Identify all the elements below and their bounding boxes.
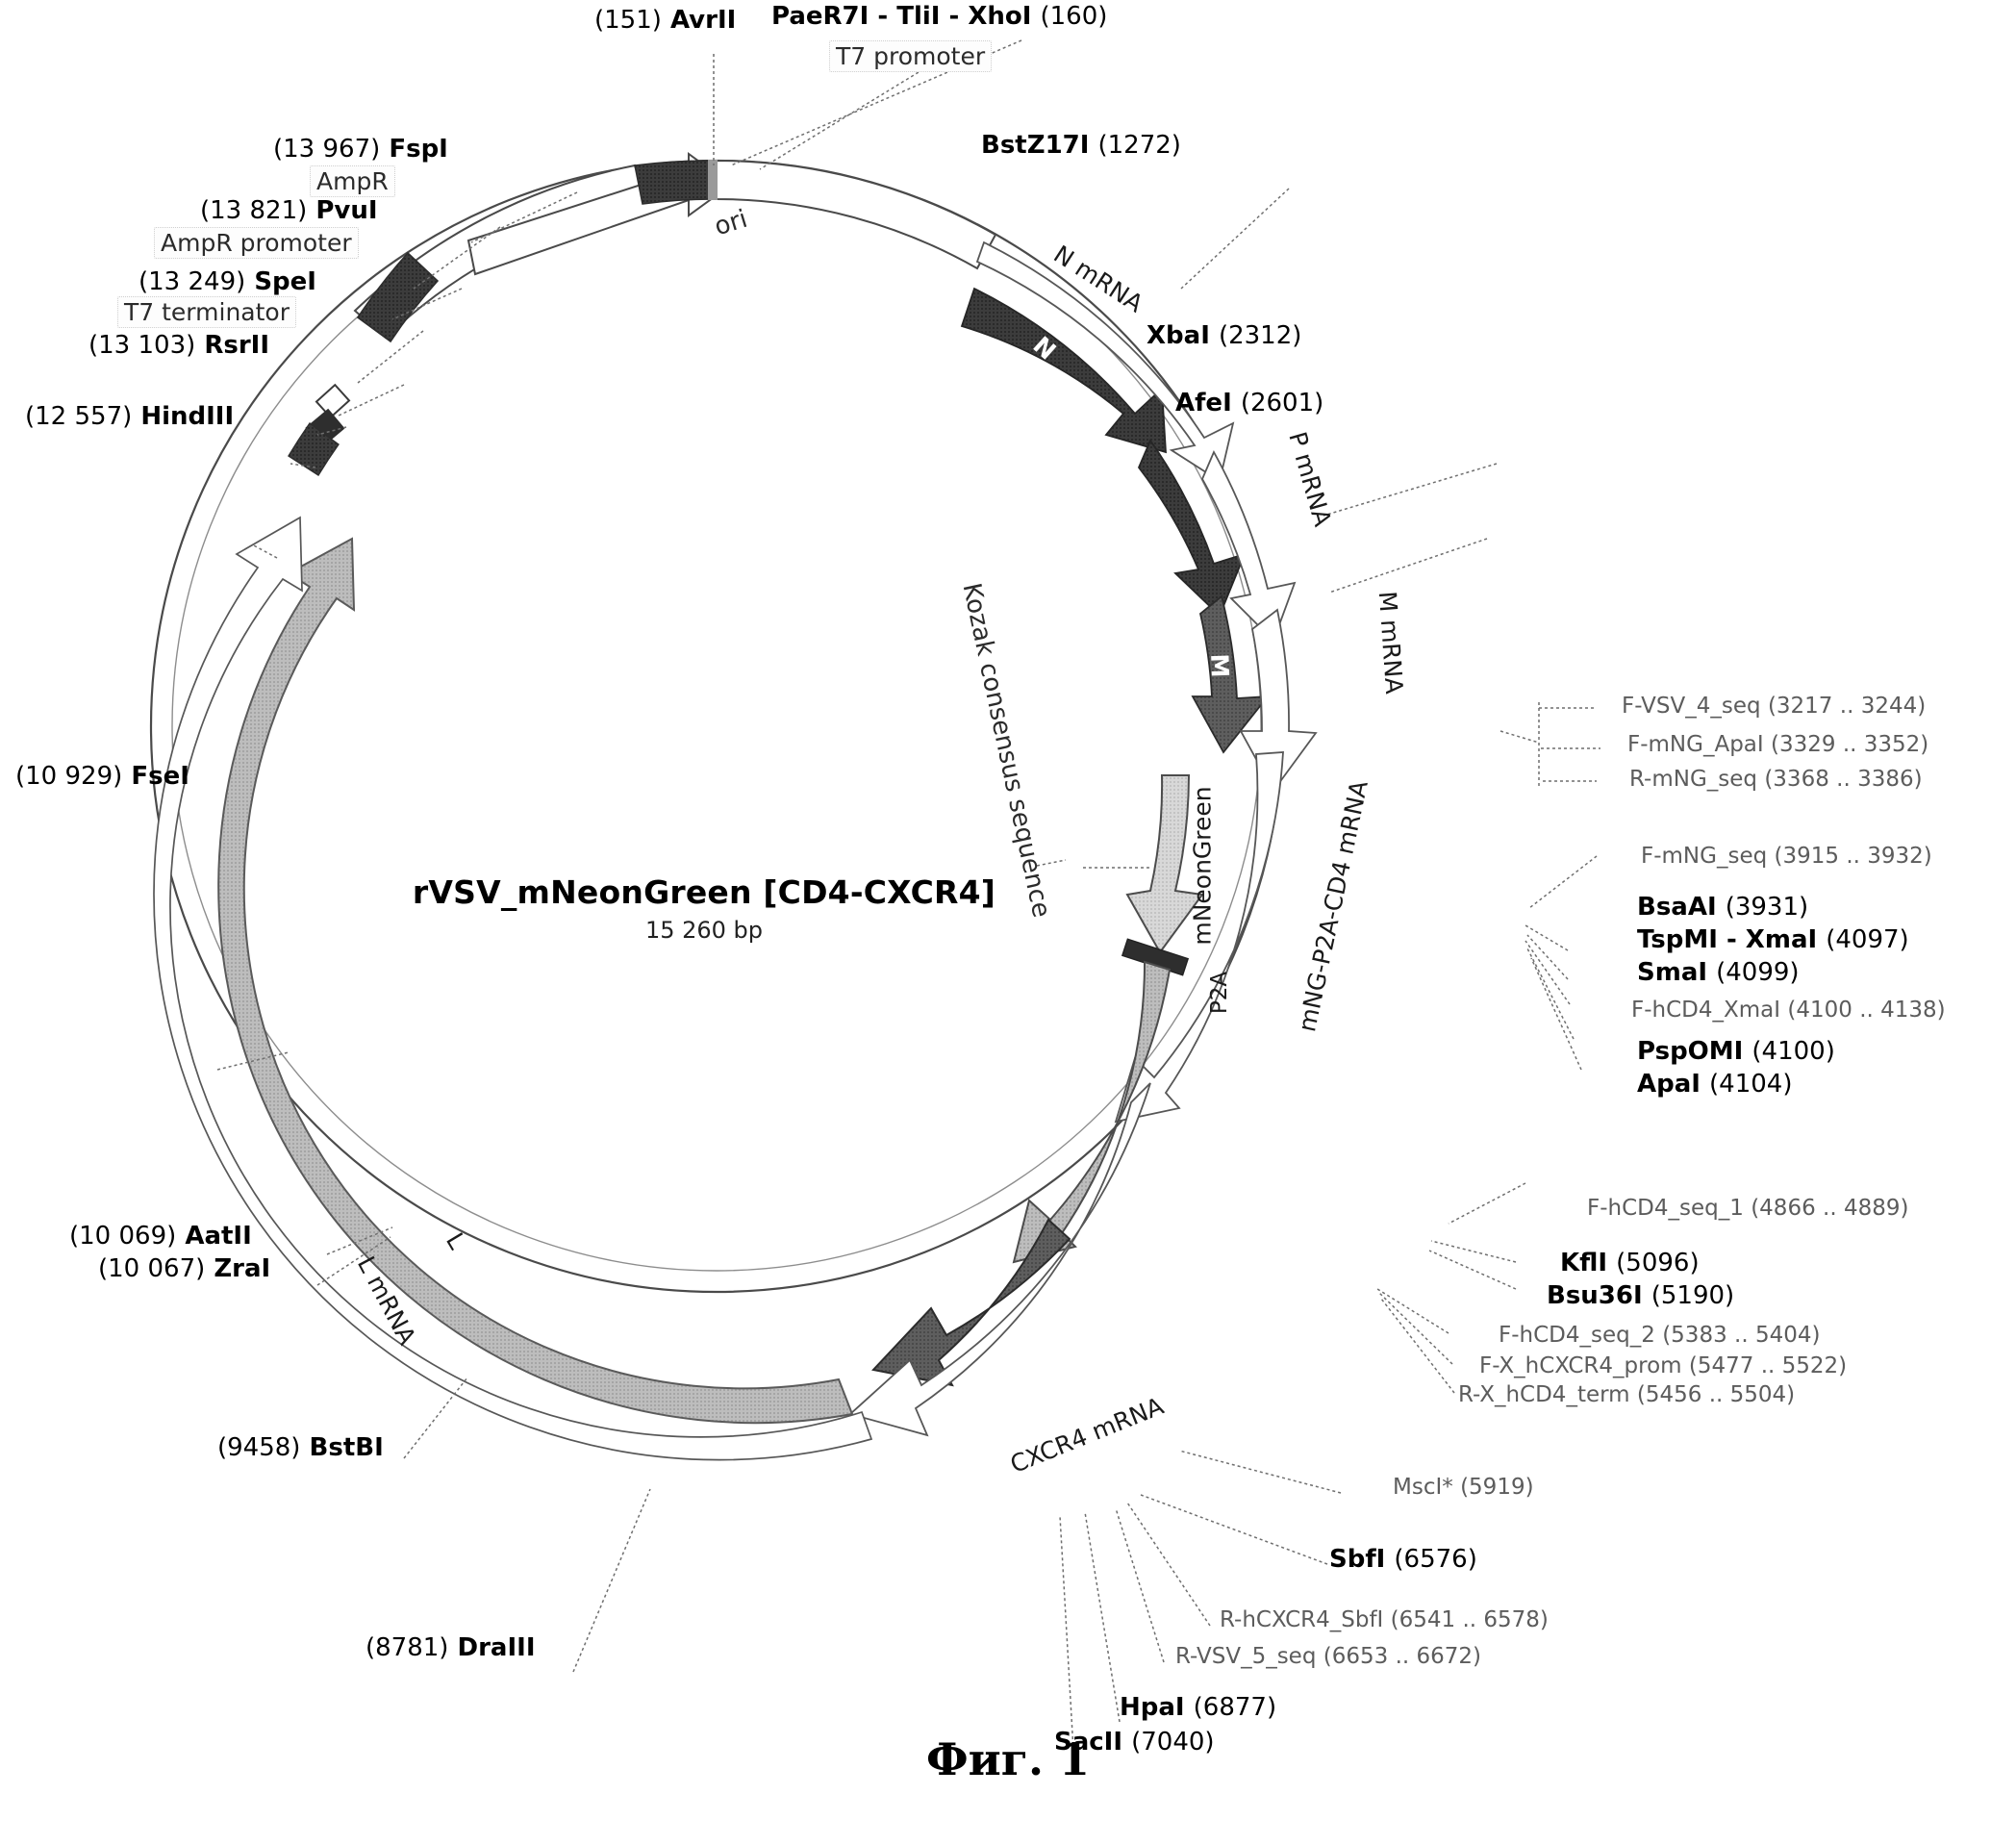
arc-label-P2A: P2A [1207,972,1232,1014]
label-FseI: (10 929) FseI [15,764,189,791]
label-TspMI-XmaI: TspMI - XmaI (4097) [1637,927,1909,954]
plasmid-center-title: rVSV_mNeonGreen [CD4-CXCR4] 15 260 bp [367,873,1041,944]
label-PaeR7I-TliI-XhoI: PaeR7I - TliI - XhoI (160) [771,4,1107,31]
primer-F-mNG_ApaI: F-mNG_ApaI (3329 .. 3352) [1627,733,1928,756]
plasmid-name: rVSV_mNeonGreen [CD4-CXCR4] [367,873,1041,911]
primer-R-VSV_5_seq: R-VSV_5_seq (6653 .. 6672) [1175,1645,1481,1668]
label-ApaI: ApaI (4104) [1637,1072,1792,1099]
feature-AmpR-promoter: AmpR promoter [154,231,359,257]
label-FspI: (13 967) FspI [273,137,448,164]
feature-AmpR: AmpR [310,169,395,195]
feature-T7-promoter: T7 promoter [829,44,992,70]
gene-N [962,242,1300,756]
label-SmaI: SmaI (4099) [1637,960,1800,987]
label-AfeI: AfeI (2601) [1175,391,1323,417]
label-BstBI: (9458) BstBI [217,1435,384,1462]
label-AatII: (10 069) AatII [69,1224,252,1251]
plasmid-map-figure: (151) AvrII PaeR7I - TliI - XhoI (160) T… [0,0,2016,1845]
label-HpaI: HpaI (6877) [1120,1695,1276,1722]
label-KflI: KflI (5096) [1560,1251,1700,1277]
label-XbaI: XbaI (2312) [1147,323,1301,350]
label-MscI: MscI* (5919) [1393,1476,1534,1499]
primer-R-X_hCD4_term: R-X_hCD4_term (5456 .. 5504) [1458,1383,1795,1406]
label-PvuI: (13 821) PvuI [200,198,378,225]
label-RsrII: (13 103) RsrII [88,333,269,360]
label-BstZ17I: BstZ17I (1272) [981,133,1181,160]
label-PspOMI: PspOMI (4100) [1637,1039,1835,1066]
primer-R-hCXCR4_SbfI: R-hCXCR4_SbfI (6541 .. 6578) [1220,1608,1549,1631]
label-AvrII: (151) AvrII [594,8,736,35]
primer-F-hCD4_seq_2: F-hCD4_seq_2 (5383 .. 5404) [1499,1324,1820,1347]
primer-F-hCD4_seq_1: F-hCD4_seq_1 (4866 .. 4889) [1587,1197,1908,1220]
label-SpeI: (13 249) SpeI [139,269,316,296]
label-DraIII: (8781) DraIII [365,1635,536,1662]
arc-label-mNeonGreen: mNeonGreen [1189,786,1217,945]
gene-L [154,518,871,1460]
label-SbfI: SbfI (6576) [1329,1547,1477,1574]
figure-caption: Фиг. 1 [0,1733,2016,1785]
label-Bsu36I: Bsu36I (5190) [1547,1283,1734,1310]
feature-T7-terminator: T7 terminator [117,300,296,326]
label-ZraI: (10 067) ZraI [98,1256,270,1283]
primer-F-mNG_seq: F-mNG_seq (3915 .. 3932) [1641,845,1932,868]
plasmid-size: 15 260 bp [367,917,1041,944]
primer-F-hCD4_XmaI: F-hCD4_XmaI (4100 .. 4138) [1631,998,1946,1022]
arc-label-M: M [1205,653,1234,678]
label-HindIII: (12 557) HindIII [25,404,234,431]
label-BsaAI: BsaAI (3931) [1637,895,1808,922]
primer-F-X_hCXCR4_prom: F-X_hCXCR4_prom (5477 .. 5522) [1479,1354,1847,1377]
primer-F-VSV_4_seq: F-VSV_4_seq (3217 .. 3244) [1622,695,1926,718]
primer-R-mNG_seq: R-mNG_seq (3368 .. 3386) [1629,768,1923,791]
